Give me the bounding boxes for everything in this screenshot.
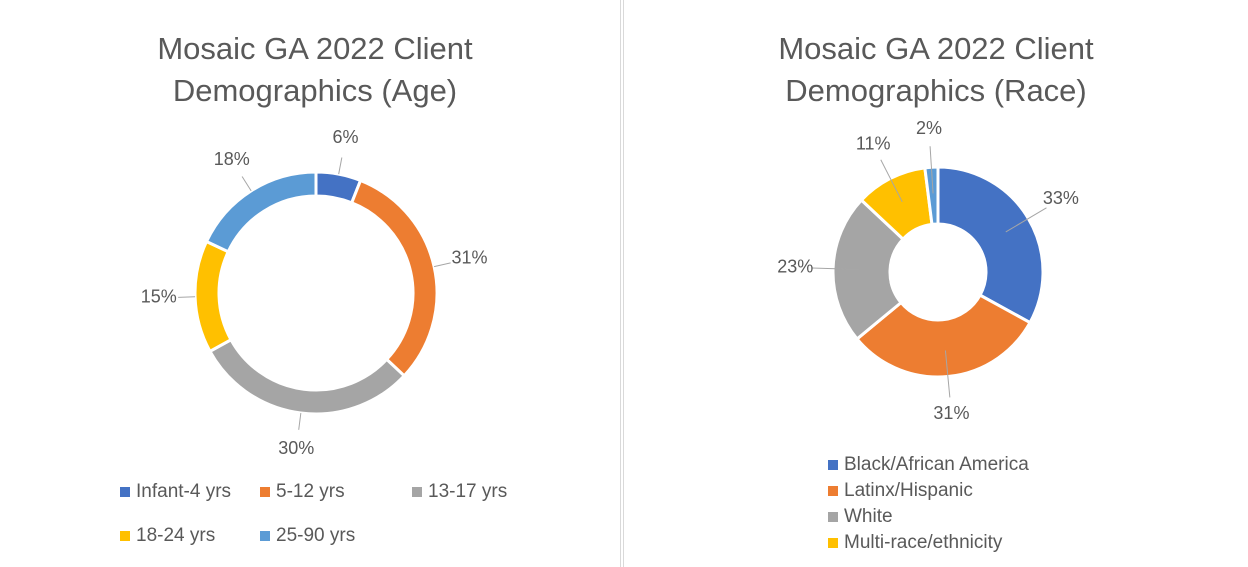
legend-swatch (120, 531, 130, 541)
leader-line (1005, 207, 1047, 233)
donut-segment (204, 170, 318, 254)
data-label: 33% (1043, 188, 1079, 208)
legend-label: White (844, 506, 893, 527)
data-label: 15% (141, 287, 177, 307)
legend-label: 13-17 yrs (428, 481, 507, 502)
leader-line (298, 412, 302, 430)
legend-swatch (412, 487, 422, 497)
legend-label: Black/African America (844, 454, 1029, 475)
chart-panel: Mosaic GA 2022 Client Demographics (Age)… (0, 0, 620, 567)
legend-label: Latinx/Hispanic (844, 480, 973, 501)
legend-swatch (260, 487, 270, 497)
donut-segment (831, 198, 906, 342)
divider (620, 0, 624, 567)
legend-label: 18-24 yrs (136, 525, 215, 546)
donut-segment (193, 239, 234, 354)
leader-line (433, 262, 451, 268)
legend-swatch (828, 538, 838, 548)
leader-line (178, 296, 196, 298)
leader-line (944, 350, 951, 398)
legend-swatch (828, 512, 838, 522)
chart: 6% 31% 30% 15% 18% Infant-4 yrs 5-12 yrs 13-17 … (120, 127, 507, 546)
legend-swatch (828, 486, 838, 496)
chart-title: Mosaic GA 2022 Client Demographics (Age) (157, 31, 473, 108)
leader-line (929, 146, 934, 194)
leader-line (812, 267, 860, 271)
donut-segment (349, 178, 439, 378)
data-label: 11% (856, 134, 891, 154)
chart-panel: Mosaic GA 2022 Client Demographics (Race… (626, 0, 1248, 567)
data-label: 31% (451, 247, 487, 267)
legend-swatch (828, 460, 838, 470)
data-label: 30% (278, 438, 314, 458)
leader-line (241, 176, 252, 192)
legend-swatch (120, 487, 130, 497)
data-label: 18% (214, 149, 250, 169)
donut-segment (923, 165, 940, 227)
data-label: 2% (916, 118, 942, 138)
donut-segment (207, 337, 407, 416)
legend-label: Multi-race/ethnicity (844, 532, 1003, 553)
data-label: 31% (933, 403, 969, 423)
data-label: 23% (777, 256, 813, 276)
legend-label: 5-12 yrs (276, 481, 345, 502)
chart-title: Mosaic GA 2022 Client Demographics (Race… (778, 31, 1094, 108)
legend-swatch (260, 531, 270, 541)
leader-line (880, 159, 903, 203)
data-label: 6% (332, 127, 358, 147)
chart: 33% 31% 23% 11% 2% Black/African America Latin… (777, 118, 1079, 553)
leader-line (338, 157, 343, 175)
donut-segment (936, 165, 1045, 325)
legend-label: Infant-4 yrs (136, 481, 231, 502)
legend-label: 25-90 yrs (276, 525, 355, 546)
donut-segment (854, 293, 1033, 379)
